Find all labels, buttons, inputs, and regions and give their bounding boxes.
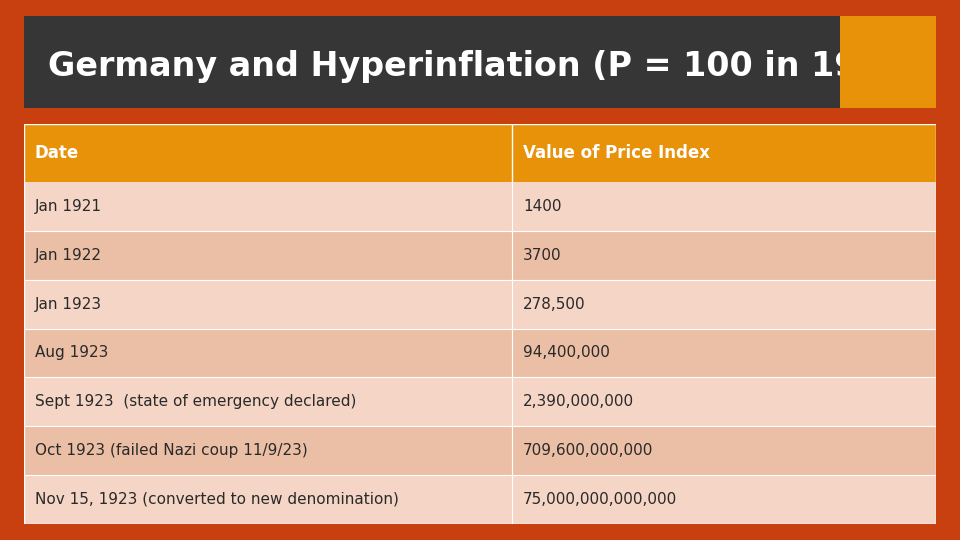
Text: Jan 1922: Jan 1922 [35, 248, 102, 263]
Text: 75,000,000,000,000: 75,000,000,000,000 [523, 492, 677, 507]
Text: 278,500: 278,500 [523, 296, 586, 312]
Bar [24, 280, 936, 328]
Text: Jan 1923: Jan 1923 [35, 296, 102, 312]
Bar [24, 426, 936, 475]
Bar [24, 377, 936, 426]
Bar [24, 231, 936, 280]
Text: Nov 15, 1923 (converted to new denomination): Nov 15, 1923 (converted to new denominat… [35, 492, 398, 507]
Bar [24, 182, 936, 231]
Text: Aug 1923: Aug 1923 [35, 346, 108, 361]
Text: Oct 1923 (failed Nazi coup 11/9/23): Oct 1923 (failed Nazi coup 11/9/23) [35, 443, 308, 458]
Text: 709,600,000,000: 709,600,000,000 [523, 443, 653, 458]
Text: Sept 1923  (state of emergency declared): Sept 1923 (state of emergency declared) [35, 394, 356, 409]
Text: Date: Date [35, 144, 79, 162]
Text: 3700: 3700 [523, 248, 562, 263]
Bar [24, 475, 936, 524]
Text: 94,400,000: 94,400,000 [523, 346, 610, 361]
Text: Jan 1921: Jan 1921 [35, 199, 102, 214]
Text: 1400: 1400 [523, 199, 562, 214]
Text: Value of Price Index: Value of Price Index [523, 144, 709, 162]
Text: 2,390,000,000: 2,390,000,000 [523, 394, 634, 409]
Text: Germany and Hyperinflation (P = 100 in 1913): Germany and Hyperinflation (P = 100 in 1… [48, 50, 920, 83]
Bar [24, 328, 936, 377]
Bar [24, 124, 936, 182]
